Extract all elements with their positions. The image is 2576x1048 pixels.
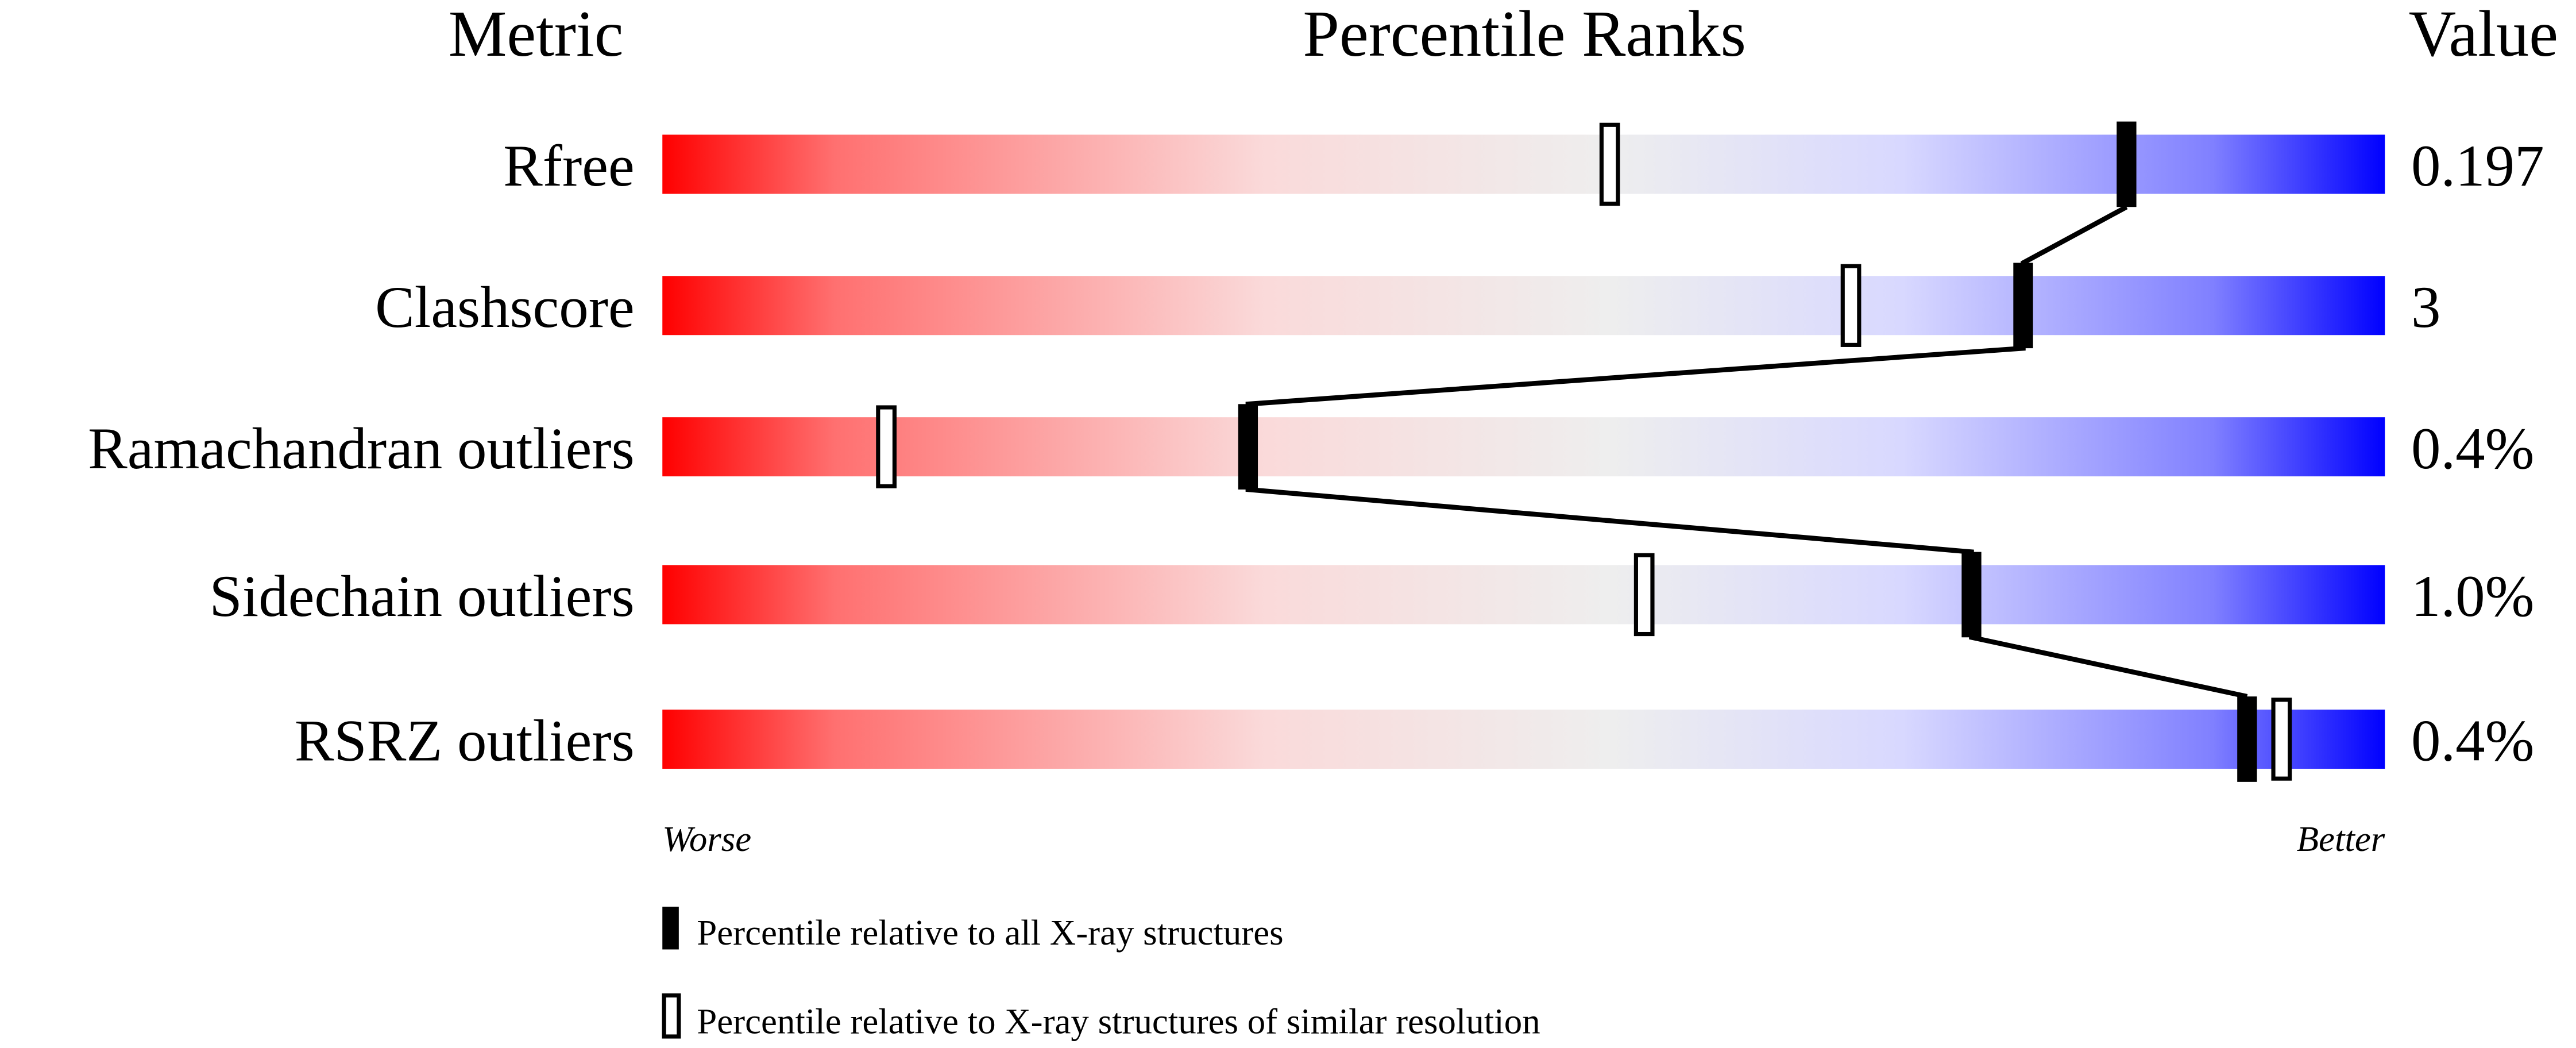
legend-label-similar: Percentile relative to X-ray structures … <box>697 1001 1540 1041</box>
marker-all-clashscore <box>2013 263 2033 349</box>
metric-label-sidechain-outliers: Sidechain outliers <box>209 564 634 629</box>
percentile-bar-rfree <box>662 134 2385 194</box>
metric-label-rsrz-outliers: RSRZ outliers <box>295 708 635 774</box>
percentile-bar-rsrz-outliers <box>662 710 2385 769</box>
marker-all-rsrz-outliers <box>2237 696 2257 782</box>
axis-label-better: Better <box>2297 819 2385 859</box>
marker-all-rfree <box>2117 121 2137 207</box>
metric-label-ramachandran-outliers: Ramachandran outliers <box>88 416 635 481</box>
percentile-bar-ramachandran-outliers <box>662 417 2385 477</box>
value-label-rsrz-outliers: 0.4% <box>2411 708 2534 774</box>
marker-similar-sidechain-outliers <box>1633 553 1655 637</box>
value-label-rfree: 0.197 <box>2411 133 2544 199</box>
percentile-bar-sidechain-outliers <box>662 565 2385 625</box>
header-metric: Metric <box>449 0 624 70</box>
header-value: Value <box>2409 0 2558 70</box>
value-label-clashscore: 3 <box>2411 275 2440 340</box>
axis-label-worse: Worse <box>662 819 751 859</box>
value-label-sidechain-outliers: 1.0% <box>2411 564 2534 629</box>
legend-filled-marker-icon <box>662 907 679 950</box>
metric-label-rfree: Rfree <box>503 133 635 199</box>
header-percentile-ranks: Percentile Ranks <box>1303 0 1746 70</box>
marker-similar-rfree <box>1599 122 1620 206</box>
metric-label-clashscore: Clashscore <box>375 275 635 340</box>
legend-open-marker-icon <box>662 993 681 1039</box>
percentile-bar-clashscore <box>662 276 2385 336</box>
marker-similar-ramachandran-outliers <box>876 405 897 488</box>
marker-all-sidechain-outliers <box>1961 552 1982 638</box>
value-label-ramachandran-outliers: 0.4% <box>2411 416 2534 481</box>
marker-similar-rsrz-outliers <box>2271 698 2292 781</box>
marker-all-ramachandran-outliers <box>1238 404 1258 490</box>
legend-label-all: Percentile relative to all X-ray structu… <box>697 912 1283 953</box>
marker-similar-clashscore <box>1840 264 1861 347</box>
